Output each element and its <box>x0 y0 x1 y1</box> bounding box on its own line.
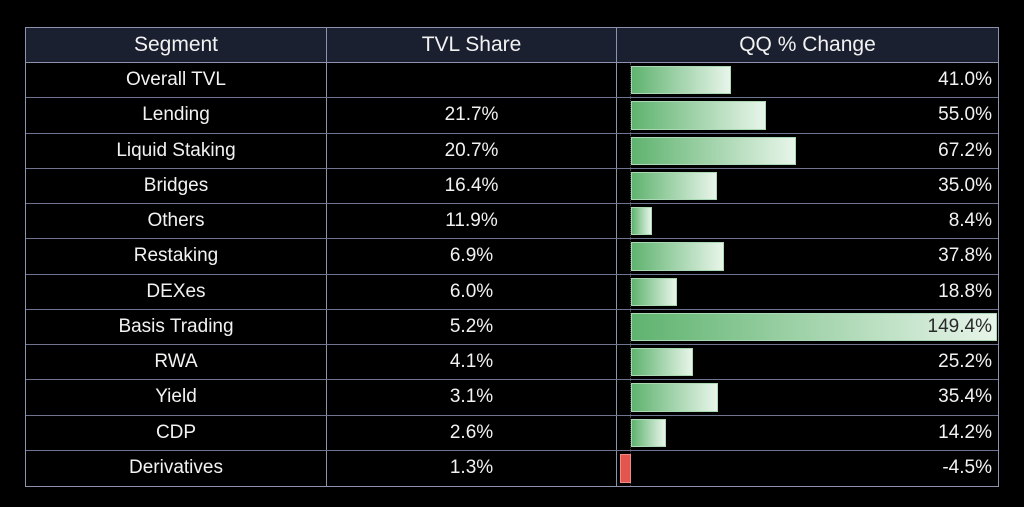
segment-cell: CDP <box>26 415 327 450</box>
qq-change-cell: 149.4% <box>617 309 998 344</box>
segment-cell: RWA <box>26 345 327 380</box>
tvl-share-cell: 4.1% <box>327 345 617 380</box>
zero-axis <box>630 415 631 450</box>
tvl-share-cell: 16.4% <box>327 168 617 203</box>
table-row: Restaking 6.9% 37.8% <box>26 239 998 275</box>
segment-cell: Bridges <box>26 168 327 203</box>
qq-change-bar <box>631 171 717 200</box>
qq-change-bar <box>631 136 796 165</box>
qq-change-value: 149.4% <box>927 315 992 337</box>
segment-cell: DEXes <box>26 274 327 309</box>
table-row: CDP 2.6% 14.2% <box>26 415 998 451</box>
qq-change-cell: 18.8% <box>617 274 998 309</box>
tvl-share-cell: 6.9% <box>327 239 617 274</box>
zero-axis <box>630 133 631 168</box>
qq-change-bar <box>631 207 652 236</box>
zero-axis <box>630 98 631 133</box>
tvl-share-cell: 20.7% <box>327 133 617 168</box>
segment-cell: Liquid Staking <box>26 133 327 168</box>
qq-change-value: 55.0% <box>938 104 992 126</box>
segment-cell: Derivatives <box>26 450 327 486</box>
tvl-share-cell <box>327 63 617 98</box>
qq-change-bar <box>631 66 732 95</box>
qq-change-bar <box>631 383 718 412</box>
table-row: Others 11.9% 8.4% <box>26 204 998 240</box>
zero-axis <box>630 345 631 380</box>
zero-axis <box>630 63 631 98</box>
qq-change-value: 18.8% <box>938 280 992 302</box>
qq-change-value: 35.0% <box>938 174 992 196</box>
table-row: Overall TVL 41.0% <box>26 63 998 99</box>
qq-change-cell: -4.5% <box>617 450 998 486</box>
qq-change-value: 37.8% <box>938 245 992 267</box>
tvl-share-cell: 11.9% <box>327 204 617 239</box>
header-qq-change: QQ % Change <box>739 33 876 56</box>
zero-axis <box>630 204 631 239</box>
table-row: Yield 3.1% 35.4% <box>26 380 998 416</box>
qq-change-cell: 55.0% <box>617 98 998 133</box>
segment-cell: Overall TVL <box>26 63 327 98</box>
qq-change-bar <box>631 348 693 377</box>
qq-change-cell: 67.2% <box>617 133 998 168</box>
qq-change-bar <box>631 101 766 130</box>
segment-cell: Lending <box>26 98 327 133</box>
qq-change-cell: 41.0% <box>617 63 998 98</box>
zero-axis <box>630 239 631 274</box>
header-segment: Segment <box>26 28 327 62</box>
qq-change-cell: 37.8% <box>617 239 998 274</box>
table-row: Basis Trading 5.2% 149.4% <box>26 309 998 345</box>
table-row: Derivatives 1.3% -4.5% <box>26 450 998 486</box>
qq-change-bar <box>631 242 724 271</box>
tvl-share-cell: 2.6% <box>327 415 617 450</box>
table-row: DEXes 6.0% 18.8% <box>26 274 998 310</box>
qq-change-cell: 14.2% <box>617 415 998 450</box>
qq-change-bar <box>619 453 631 483</box>
table-row: RWA 4.1% 25.2% <box>26 345 998 381</box>
table-row: Lending 21.7% 55.0% <box>26 98 998 134</box>
tvl-share-cell: 1.3% <box>327 450 617 486</box>
qq-change-value: 14.2% <box>938 421 992 443</box>
zero-axis <box>630 168 631 203</box>
segment-cell: Others <box>26 204 327 239</box>
qq-change-value: 25.2% <box>938 351 992 373</box>
qq-change-cell: 35.0% <box>617 168 998 203</box>
table-row: Bridges 16.4% 35.0% <box>26 168 998 204</box>
qq-change-value: -4.5% <box>942 457 992 479</box>
qq-change-cell: 35.4% <box>617 380 998 415</box>
tvl-share-cell: 3.1% <box>327 380 617 415</box>
zero-axis <box>630 309 631 344</box>
qq-change-bar <box>631 277 678 306</box>
tvl-share-cell: 5.2% <box>327 309 617 344</box>
table-row: Liquid Staking 20.7% 67.2% <box>26 133 998 169</box>
segment-cell: Yield <box>26 380 327 415</box>
qq-change-bar <box>631 312 998 341</box>
qq-change-bar <box>631 418 666 447</box>
qq-change-value: 41.0% <box>938 69 992 91</box>
qq-change-value: 8.4% <box>948 210 992 232</box>
header-row: Segment TVL Share QQ % Change <box>26 28 998 63</box>
qq-change-value: 67.2% <box>938 139 992 161</box>
qq-change-cell: 25.2% <box>617 345 998 380</box>
header-tvl-share: TVL Share <box>327 28 617 62</box>
tvl-share-cell: 6.0% <box>327 274 617 309</box>
zero-axis <box>630 274 631 309</box>
qq-change-value: 35.4% <box>938 386 992 408</box>
segment-cell: Restaking <box>26 239 327 274</box>
tvl-share-cell: 21.7% <box>327 98 617 133</box>
zero-axis <box>630 380 631 415</box>
segment-cell: Basis Trading <box>26 309 327 344</box>
segment-table: Segment TVL Share QQ % Change Overall TV… <box>25 27 999 487</box>
qq-change-cell: 8.4% <box>617 204 998 239</box>
